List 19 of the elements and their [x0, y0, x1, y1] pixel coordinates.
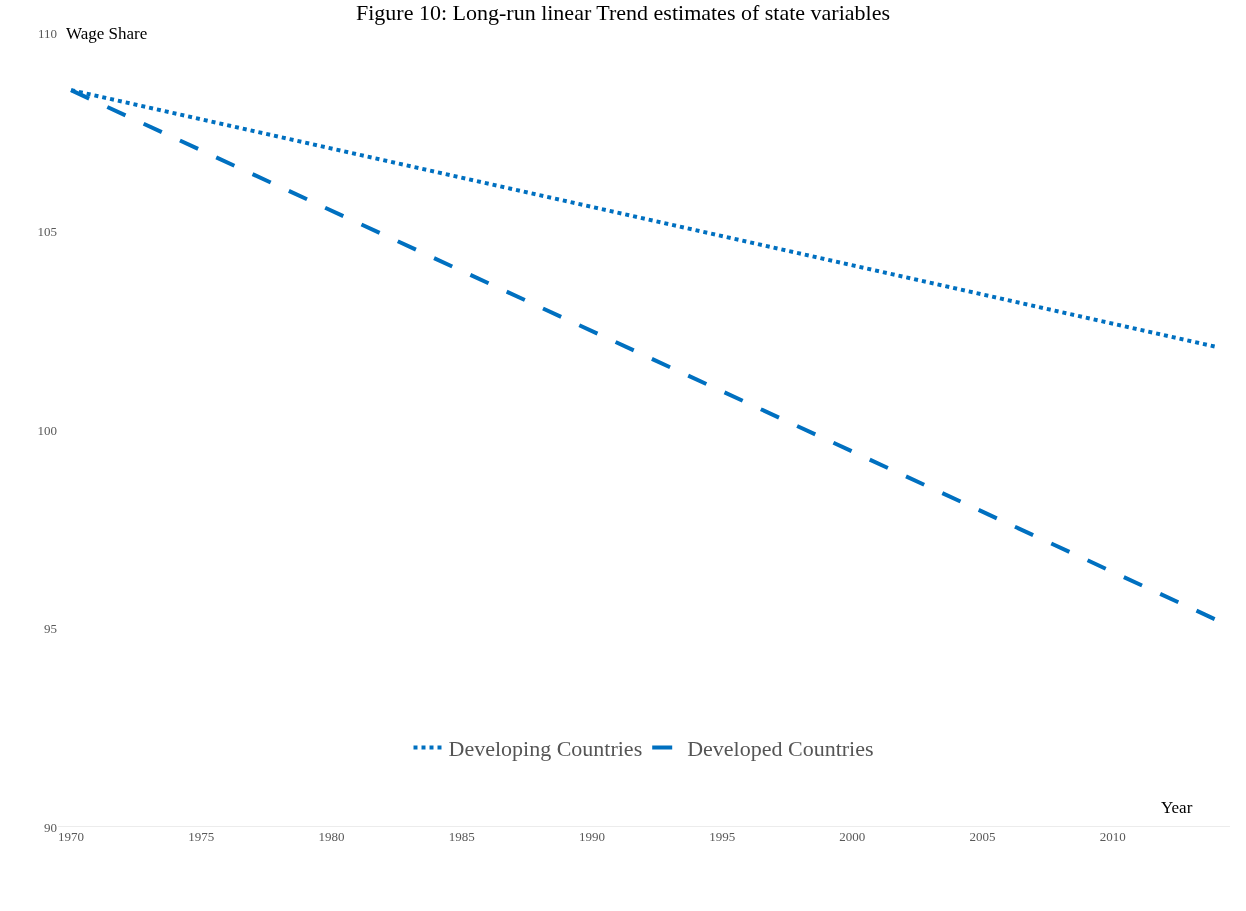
x-tick-label: 1970 — [58, 829, 85, 844]
x-tick-label: 2000 — [839, 829, 866, 844]
legend-label: Developed Countries — [687, 735, 874, 761]
chart-title: Figure 10: Long-run linear Trend estimates of state variables — [356, 0, 890, 25]
x-tick-label: 1975 — [188, 829, 215, 844]
y-axis-title: Wage Share — [66, 24, 148, 43]
y-tick-label: 100 — [37, 422, 57, 438]
x-tick-label: 2005 — [969, 829, 996, 844]
legend-label: Developing Countries — [448, 735, 643, 761]
y-tick-label: 110 — [37, 25, 57, 41]
x-tick-label: 2010 — [1099, 829, 1126, 844]
y-tick-label: 95 — [44, 621, 57, 637]
y-tick-label: 105 — [37, 224, 57, 240]
x-axis-title: Year — [1161, 798, 1193, 817]
y-tick-label: 90 — [44, 819, 57, 835]
x-tick-label: 1985 — [448, 829, 475, 844]
x-tick-label: 1990 — [578, 829, 605, 844]
x-tick-label: 1995 — [709, 829, 736, 844]
x-tick-label: 1980 — [318, 829, 345, 844]
